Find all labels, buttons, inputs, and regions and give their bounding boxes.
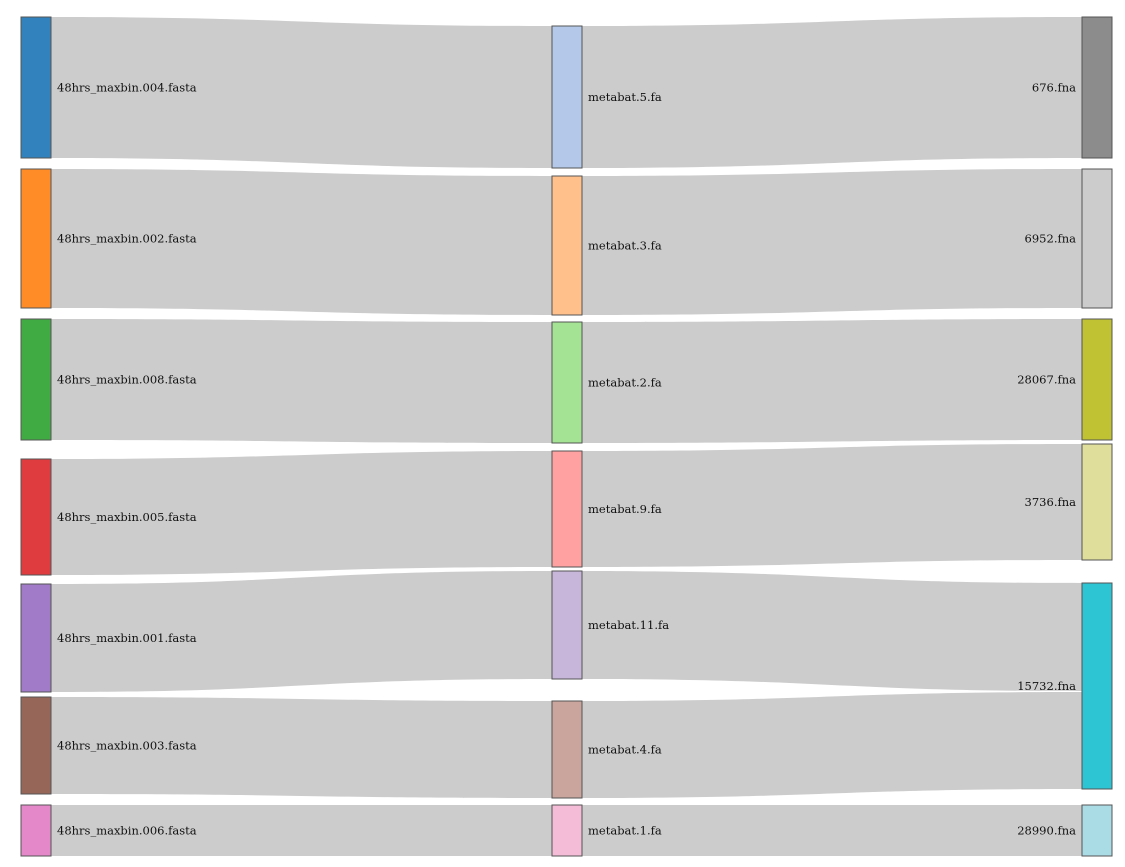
node-label-b5: metabat.5.fa	[588, 90, 662, 104]
link-m4-to-b5	[51, 17, 552, 168]
node-label-m5: 48hrs_maxbin.005.fasta	[57, 510, 197, 524]
node-label-f3736: 3736.fna	[1025, 495, 1077, 509]
link-m3-to-b4	[51, 697, 552, 798]
link-b5-to-f676	[582, 17, 1082, 168]
node-m6[interactable]	[20, 804, 52, 857]
node-b1[interactable]	[551, 804, 583, 857]
node-b2[interactable]	[551, 321, 583, 444]
node-label-m2: 48hrs_maxbin.002.fasta	[57, 232, 197, 246]
node-b9[interactable]	[551, 450, 583, 568]
node-label-f28990: 28990.fna	[1017, 824, 1076, 838]
link-b3-to-f6952	[582, 169, 1082, 315]
node-label-b9: metabat.9.fa	[588, 502, 662, 516]
node-label-f676: 676.fna	[1032, 81, 1076, 95]
node-b11[interactable]	[551, 570, 583, 680]
nodes-layer	[20, 16, 1113, 857]
link-b4-to-f15732	[582, 692, 1082, 798]
node-f676[interactable]	[1081, 16, 1113, 159]
link-b11-to-f15732	[582, 571, 1082, 691]
link-m1-to-b11	[51, 571, 552, 692]
node-label-b3: metabat.3.fa	[588, 239, 662, 253]
node-m1[interactable]	[20, 583, 52, 693]
node-label-b2: metabat.2.fa	[588, 376, 662, 390]
links-layer	[51, 17, 1082, 856]
node-b5[interactable]	[551, 25, 583, 169]
link-m6-to-b1	[51, 805, 552, 856]
labels-layer: 48hrs_maxbin.004.fasta 48hrs_maxbin.002.f…	[57, 81, 1076, 838]
node-m4[interactable]	[20, 16, 52, 159]
link-b2-to-f28067	[582, 319, 1082, 443]
node-label-f6952: 6952.fna	[1025, 232, 1077, 246]
link-m2-to-b3	[51, 169, 552, 315]
link-b1-to-f28990	[582, 805, 1082, 856]
node-b3[interactable]	[551, 175, 583, 316]
node-label-f28067: 28067.fna	[1017, 373, 1076, 387]
node-m2[interactable]	[20, 168, 52, 309]
node-f28990[interactable]	[1081, 804, 1113, 857]
link-m8-to-b2	[51, 319, 552, 443]
node-f28067[interactable]	[1081, 318, 1113, 441]
node-f15732[interactable]	[1081, 582, 1113, 790]
link-b9-to-f3736	[582, 444, 1082, 567]
node-f3736[interactable]	[1081, 443, 1113, 561]
node-label-m3: 48hrs_maxbin.003.fasta	[57, 739, 197, 753]
node-label-m1: 48hrs_maxbin.001.fasta	[57, 631, 197, 645]
node-label-b4: metabat.4.fa	[588, 743, 662, 757]
node-m3[interactable]	[20, 696, 52, 795]
node-m5[interactable]	[20, 458, 52, 576]
node-m8[interactable]	[20, 318, 52, 441]
link-m5-to-b9	[51, 451, 552, 575]
node-f6952[interactable]	[1081, 168, 1113, 309]
node-label-m6: 48hrs_maxbin.006.fasta	[57, 824, 197, 838]
node-b4[interactable]	[551, 700, 583, 799]
node-label-b1: metabat.1.fa	[588, 824, 662, 838]
node-label-m4: 48hrs_maxbin.004.fasta	[57, 81, 197, 95]
node-label-m8: 48hrs_maxbin.008.fasta	[57, 373, 197, 387]
node-label-f15732: 15732.fna	[1017, 679, 1076, 693]
node-label-b11: metabat.11.fa	[588, 618, 669, 632]
